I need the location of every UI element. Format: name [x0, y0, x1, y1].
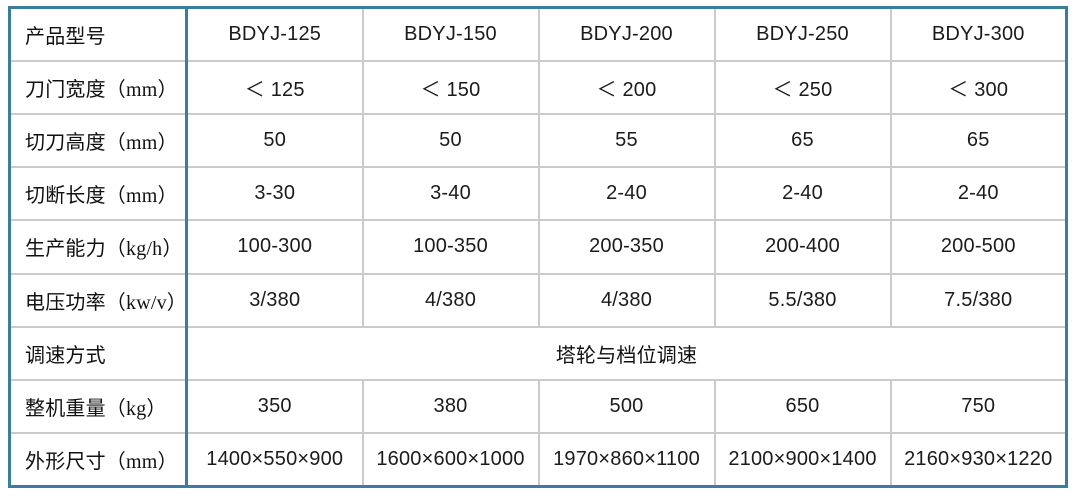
table-row-speed-regulation: 调速方式 塔轮与档位调速	[8, 325, 1068, 382]
table-cell: 200-350	[537, 219, 716, 275]
table-cell: 2-40	[713, 166, 892, 222]
row-label: 整机重量（kg）	[8, 379, 188, 435]
table-cell: 100-350	[361, 219, 540, 275]
row-label: 外形尺寸（mm）	[8, 432, 188, 488]
table-cell: BDYJ-125	[185, 6, 364, 62]
table-cell: BDYJ-150	[361, 6, 540, 62]
table-cell: ＜ 250	[713, 59, 892, 115]
table-cell: ＜ 125	[185, 59, 364, 115]
table-cell: ＜ 150	[361, 59, 540, 115]
table-cell: 1400×550×900	[185, 432, 364, 488]
table-cell: 65	[889, 112, 1068, 169]
table-cell: 3/380	[185, 272, 364, 328]
table-row-knife-gate-width: 刀门宽度（mm） ＜ 125 ＜ 150 ＜ 200 ＜ 250 ＜ 300	[8, 59, 1068, 115]
table-cell-merged: 塔轮与档位调速	[185, 325, 1068, 382]
row-label: 刀门宽度（mm）	[8, 59, 188, 115]
table-cell: 200-400	[713, 219, 892, 275]
row-label: 生产能力（kg/h）	[8, 219, 188, 275]
table-cell: ＜ 200	[537, 59, 716, 115]
table-row-model: 产品型号 BDYJ-125 BDYJ-150 BDYJ-200 BDYJ-250…	[8, 6, 1068, 62]
table-cell: 350	[185, 379, 364, 435]
table-row-machine-weight: 整机重量（kg） 350 380 500 650 750	[8, 379, 1068, 435]
table-cell: 50	[185, 112, 364, 169]
table-cell: 7.5/380	[889, 272, 1068, 328]
table-row-capacity: 生产能力（kg/h） 100-300 100-350 200-350 200-4…	[8, 219, 1068, 275]
row-label: 电压功率（kw/v）	[8, 272, 188, 328]
table-cell: 750	[889, 379, 1068, 435]
table-cell: 2-40	[537, 166, 716, 222]
table-cell: 4/380	[537, 272, 716, 328]
table-cell: 2160×930×1220	[889, 432, 1068, 488]
table-cell: 1970×860×1100	[537, 432, 716, 488]
table-cell: 1600×600×1000	[361, 432, 540, 488]
row-label: 切断长度（mm）	[8, 166, 188, 222]
table-cell: 2-40	[889, 166, 1068, 222]
table-cell: 2100×900×1400	[713, 432, 892, 488]
row-label: 产品型号	[8, 6, 188, 62]
table-cell: 50	[361, 112, 540, 169]
table-cell: 500	[537, 379, 716, 435]
row-label: 调速方式	[8, 325, 188, 382]
table-row-dimensions: 外形尺寸（mm） 1400×550×900 1600×600×1000 1970…	[8, 432, 1068, 488]
table-cell: 3-30	[185, 166, 364, 222]
row-label: 切刀高度（mm）	[8, 112, 188, 169]
table-cell: BDYJ-300	[889, 6, 1068, 62]
table-row-cutter-height: 切刀高度（mm） 50 50 55 65 65	[8, 112, 1068, 169]
table-cell: 5.5/380	[713, 272, 892, 328]
table-cell: 200-500	[889, 219, 1068, 275]
table-cell: BDYJ-250	[713, 6, 892, 62]
spec-table: 产品型号 BDYJ-125 BDYJ-150 BDYJ-200 BDYJ-250…	[8, 6, 1068, 488]
table-cell: 3-40	[361, 166, 540, 222]
table-cell: 380	[361, 379, 540, 435]
table-cell: 100-300	[185, 219, 364, 275]
table-row-cut-length: 切断长度（mm） 3-30 3-40 2-40 2-40 2-40	[8, 166, 1068, 222]
spec-table-container: 产品型号 BDYJ-125 BDYJ-150 BDYJ-200 BDYJ-250…	[8, 6, 1068, 488]
table-cell: 650	[713, 379, 892, 435]
table-cell: BDYJ-200	[537, 6, 716, 62]
table-cell: 65	[713, 112, 892, 169]
table-cell: 4/380	[361, 272, 540, 328]
table-cell: ＜ 300	[889, 59, 1068, 115]
table-row-power-voltage: 电压功率（kw/v） 3/380 4/380 4/380 5.5/380 7.5…	[8, 272, 1068, 328]
table-cell: 55	[537, 112, 716, 169]
